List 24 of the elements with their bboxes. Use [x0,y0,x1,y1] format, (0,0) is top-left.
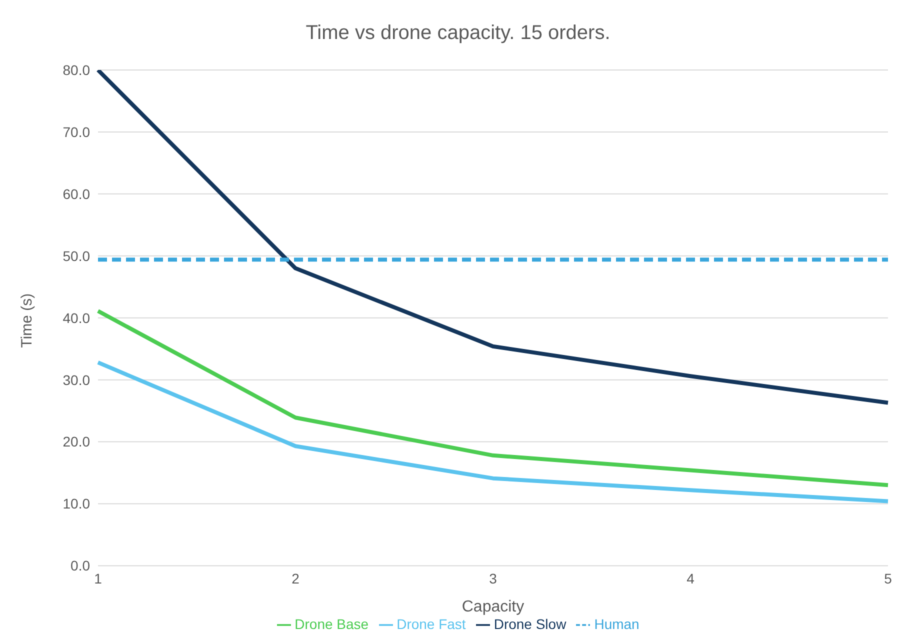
y-tick-label: 50.0 [62,248,90,264]
legend-label: Drone Slow [494,616,566,632]
x-tick-label: 4 [686,570,695,587]
x-tick-label: 5 [884,570,892,587]
y-axis-title: Time (s) [18,293,36,348]
legend-label: Human [594,616,640,632]
x-axis-title: Capacity [462,598,524,616]
x-tick-label: 2 [292,570,300,587]
y-tick-label: 80.0 [62,62,90,78]
line-series [96,360,890,504]
line-series [96,309,890,488]
y-tick-label: 20.0 [62,434,90,450]
chart-title: Time vs drone capacity. 15 orders. [304,21,612,46]
y-tick-label: 70.0 [62,124,90,140]
x-tick-label: 1 [94,570,102,587]
legend-label: Drone Fast [396,616,466,632]
y-tick-label: 30.0 [62,372,90,388]
y-tick-label: 0.0 [70,558,90,574]
y-tick-label: 40.0 [62,310,90,326]
legend-label: Drone Base [294,616,369,632]
y-tick-label: 10.0 [62,496,90,512]
x-tick-label: 3 [489,570,498,587]
y-tick-label: 60.0 [62,186,90,202]
line-series [96,70,890,405]
